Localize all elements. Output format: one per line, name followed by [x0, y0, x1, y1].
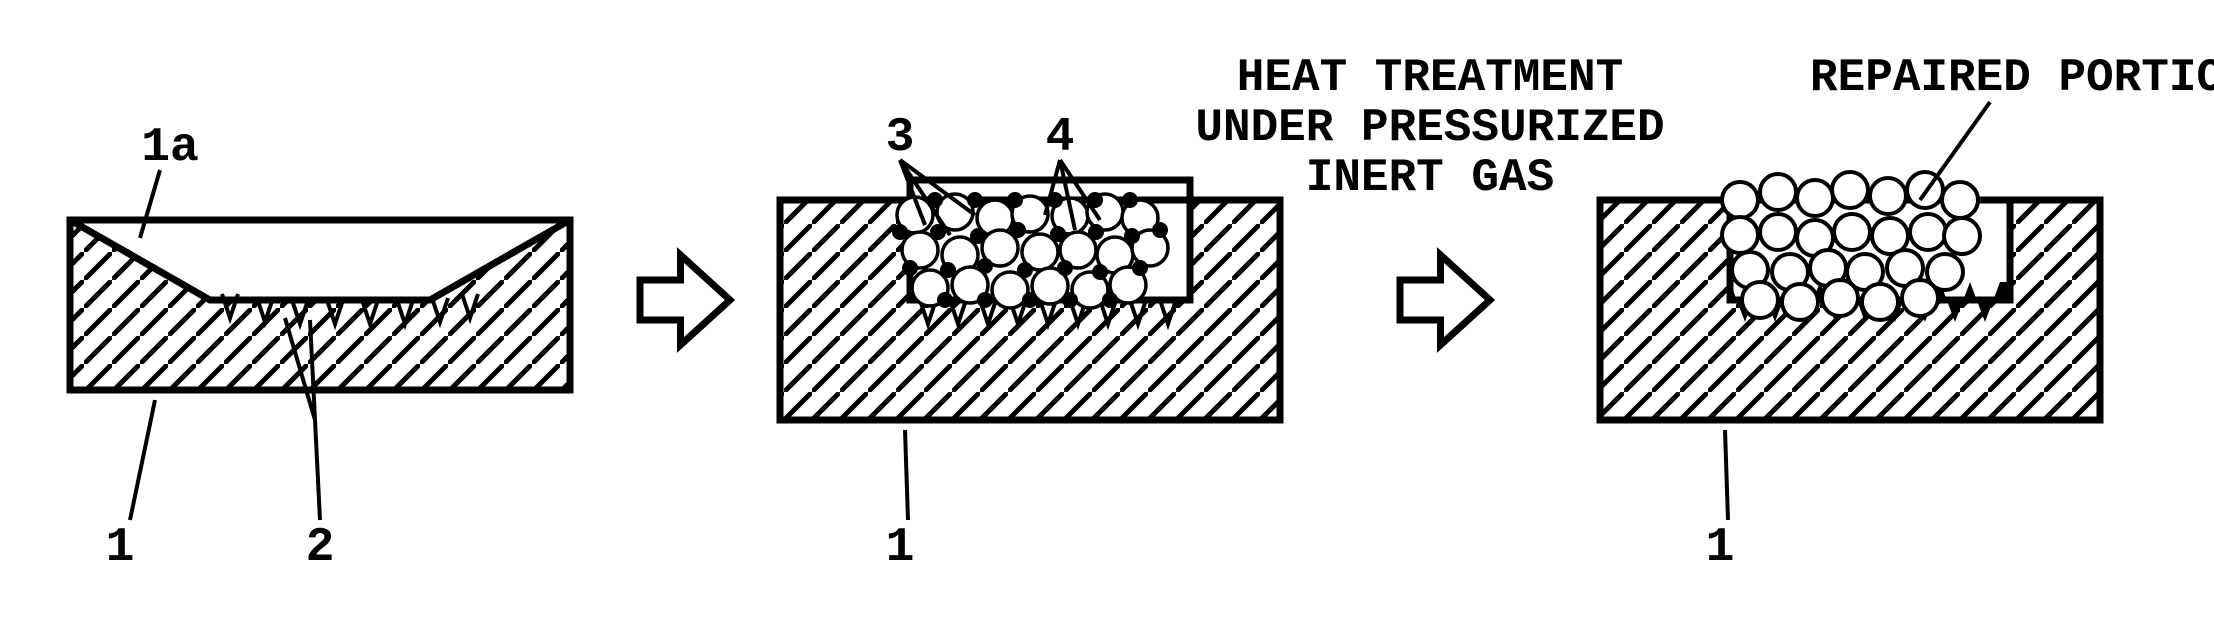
svg-text:INERT GAS: INERT GAS: [1306, 152, 1554, 204]
svg-text:3: 3: [886, 111, 915, 165]
svg-text:2: 2: [306, 521, 335, 575]
svg-text:UNDER PRESSURIZED: UNDER PRESSURIZED: [1195, 102, 1664, 154]
svg-text:1a: 1a: [141, 121, 199, 175]
svg-text:1: 1: [1706, 521, 1735, 575]
svg-text:HEAT TREATMENT: HEAT TREATMENT: [1237, 52, 1623, 104]
svg-text:REPAIRED PORTION: REPAIRED PORTION: [1810, 52, 2214, 104]
svg-text:4: 4: [1046, 111, 1075, 165]
svg-text:1: 1: [106, 521, 135, 575]
svg-text:1: 1: [886, 521, 915, 575]
flow-arrow: [1400, 255, 1490, 345]
flow-arrow: [640, 255, 730, 345]
